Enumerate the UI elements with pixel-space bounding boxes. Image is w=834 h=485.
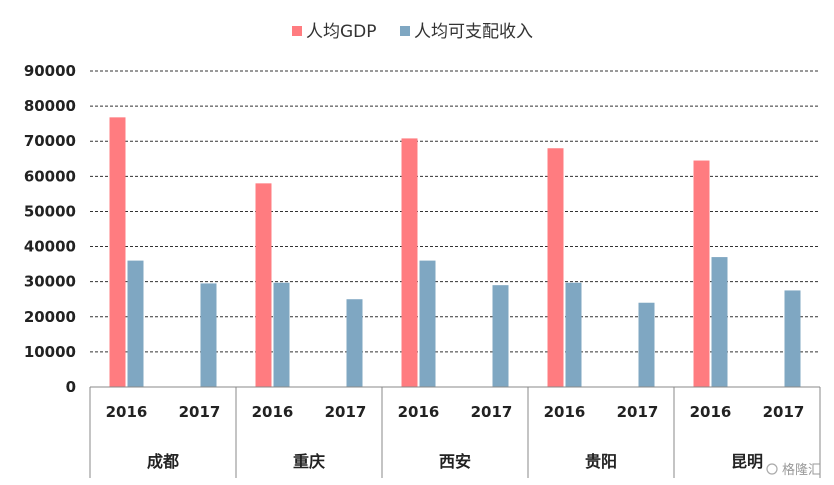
legend-label-1: 人均GDP xyxy=(306,22,377,42)
y-tick-label: 50000 xyxy=(24,202,76,220)
bar-income-贵阳-2017 xyxy=(638,302,655,387)
bar-gdp-成都-2016 xyxy=(109,117,126,387)
x-city-label: 重庆 xyxy=(293,452,325,471)
x-year-label: 2017 xyxy=(617,403,659,421)
y-tick-label: 30000 xyxy=(24,273,76,291)
y-tick-label: 40000 xyxy=(24,238,76,256)
y-tick-label: 90000 xyxy=(24,62,76,80)
x-year-label: 2016 xyxy=(106,403,148,421)
bar-income-贵阳-2016 xyxy=(565,282,582,387)
y-axis-ticks: 0 10000 20000 30000 40000 50000 60000 70000 8000… xyxy=(24,62,76,396)
bar-income-西安-2017 xyxy=(492,285,509,387)
bar-income-昆明-2017 xyxy=(784,290,801,387)
y-tick-label: 10000 xyxy=(24,343,76,361)
y-tick-label: 70000 xyxy=(24,132,76,150)
x-year-label: 2017 xyxy=(471,403,513,421)
x-axis: 2016 2017 成都 2016 2017 重庆 2016 2017 西安 2016 2017 贵阳… xyxy=(89,386,821,478)
gridlines xyxy=(90,70,820,353)
x-city-label: 昆明 xyxy=(731,452,763,471)
legend-swatch-1 xyxy=(292,26,302,36)
bar-gdp-重庆-2016 xyxy=(255,183,272,387)
watermark-icon xyxy=(766,463,778,475)
bar-income-成都-2016 xyxy=(127,260,144,387)
watermark-text: 格隆汇 xyxy=(782,462,821,478)
x-city-label: 贵阳 xyxy=(585,452,617,471)
legend-swatch-2 xyxy=(400,26,410,36)
x-city-label: 西安 xyxy=(439,452,471,471)
x-year-label: 2017 xyxy=(325,403,367,421)
y-tick-label: 80000 xyxy=(24,97,76,115)
y-tick-label: 0 xyxy=(66,378,76,396)
bar-income-昆明-2016 xyxy=(711,257,728,387)
x-year-label: 2016 xyxy=(690,403,732,421)
bars xyxy=(109,117,801,387)
bar-gdp-贵阳-2016 xyxy=(547,148,564,387)
x-year-label: 2017 xyxy=(763,403,805,421)
bar-income-成都-2017 xyxy=(200,283,217,387)
bar-income-重庆-2017 xyxy=(346,299,363,387)
bar-income-重庆-2016 xyxy=(273,282,290,387)
watermark: 格隆汇 xyxy=(766,462,821,478)
y-tick-label: 20000 xyxy=(24,308,76,326)
y-tick-label: 60000 xyxy=(24,167,76,185)
legend: 人均GDP 人均可支配收入 xyxy=(292,22,533,42)
x-year-label: 2016 xyxy=(398,403,440,421)
x-year-label: 2016 xyxy=(252,403,294,421)
x-year-label: 2017 xyxy=(179,403,221,421)
x-city-label: 成都 xyxy=(147,452,179,471)
legend-label-2: 人均可支配收入 xyxy=(414,22,533,42)
bar-gdp-西安-2016 xyxy=(401,138,418,387)
bar-gdp-昆明-2016 xyxy=(693,160,710,387)
x-year-label: 2016 xyxy=(544,403,586,421)
bar-income-西安-2016 xyxy=(419,260,436,387)
